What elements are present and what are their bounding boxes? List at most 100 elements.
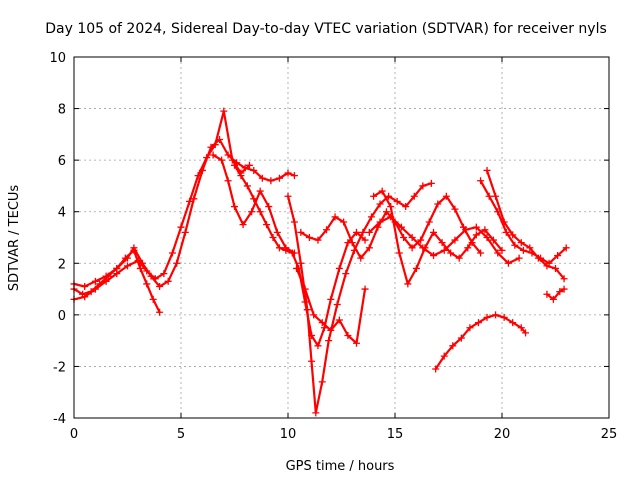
y-tick-label: 6	[58, 154, 66, 169]
data-point	[511, 241, 519, 249]
data-point	[489, 236, 497, 244]
data-point	[560, 275, 568, 283]
data-point	[517, 239, 525, 247]
data-point	[325, 337, 333, 345]
plot-frame	[73, 56, 610, 419]
data-point	[393, 197, 401, 205]
data-point	[168, 249, 176, 257]
data-point	[256, 187, 264, 195]
data-point	[556, 288, 564, 296]
data-point	[143, 280, 151, 288]
data-point	[288, 249, 296, 257]
data-point	[124, 262, 131, 270]
data-point	[519, 246, 527, 254]
data-point	[400, 234, 408, 241]
data-point	[481, 226, 489, 234]
data-point	[323, 226, 331, 234]
data-point	[376, 218, 384, 226]
data-point	[357, 254, 365, 262]
data-point	[408, 244, 416, 252]
data-point	[562, 244, 570, 252]
data-point	[243, 182, 251, 190]
data-point	[370, 192, 378, 200]
data-point	[293, 264, 301, 272]
data-point	[224, 177, 232, 185]
data-point	[284, 192, 292, 200]
data-point	[440, 352, 448, 360]
data-point	[543, 290, 551, 298]
data-point	[387, 203, 395, 211]
data-point	[474, 319, 482, 327]
x-tick-label: 20	[494, 427, 511, 442]
data-point	[333, 301, 341, 309]
y-tick-label: 0	[58, 309, 66, 324]
data-point	[378, 187, 386, 195]
axis-ticks: 0 5 10 15 20 25 -4 -2 0 2 4 6 8 10	[49, 51, 617, 442]
data-point	[113, 270, 121, 278]
y-tick-label: -2	[53, 360, 66, 375]
data-point	[348, 239, 356, 247]
data-point	[211, 141, 219, 149]
data-point	[335, 316, 343, 324]
data-point	[327, 326, 335, 334]
data-point	[250, 166, 258, 174]
data-point	[263, 221, 271, 229]
data-point	[91, 285, 99, 293]
data-point	[472, 223, 480, 231]
data-point	[395, 249, 403, 257]
data-point	[231, 203, 238, 211]
data-point	[151, 275, 159, 283]
series-track-c	[72, 110, 251, 301]
data-point	[554, 252, 562, 260]
data-point	[273, 228, 281, 236]
data-point	[367, 213, 375, 221]
data-point	[314, 342, 322, 350]
data-point	[382, 208, 390, 216]
data-point	[477, 177, 485, 185]
data-point	[136, 264, 144, 272]
series-track-f	[286, 182, 433, 414]
data-point	[447, 249, 455, 257]
data-point	[455, 254, 463, 262]
data-point	[361, 285, 369, 293]
data-point	[318, 319, 326, 327]
data-point	[143, 267, 151, 275]
y-tick-label: 10	[49, 51, 66, 66]
data-point	[408, 234, 416, 241]
data-point	[552, 264, 559, 272]
data-point	[186, 197, 194, 205]
data-point	[483, 166, 491, 174]
data-point	[549, 295, 557, 303]
data-point	[365, 244, 373, 252]
data-point	[194, 172, 202, 180]
data-point	[477, 249, 485, 257]
data-point	[434, 200, 442, 208]
data-point	[290, 218, 298, 226]
data-point	[522, 329, 530, 337]
data-point	[462, 226, 470, 234]
data-point	[297, 228, 305, 236]
data-point	[331, 213, 339, 221]
data-point	[344, 331, 352, 339]
y-tick-label: 8	[58, 103, 66, 118]
data-point	[290, 172, 298, 180]
data-point	[91, 277, 99, 285]
data-point	[121, 254, 129, 262]
data-point	[504, 259, 512, 267]
data-point	[284, 169, 292, 177]
data-point	[203, 154, 211, 162]
data-point	[239, 221, 247, 229]
data-point	[256, 208, 264, 216]
data-point	[515, 254, 523, 262]
data-point	[164, 277, 172, 285]
data-point	[361, 236, 369, 244]
data-point	[543, 262, 551, 270]
data-point	[466, 324, 474, 332]
data-point	[438, 239, 446, 247]
data-point	[81, 293, 89, 301]
data-point	[340, 218, 348, 226]
data-point	[312, 409, 320, 417]
data-point	[427, 179, 435, 187]
data-point	[419, 182, 427, 190]
